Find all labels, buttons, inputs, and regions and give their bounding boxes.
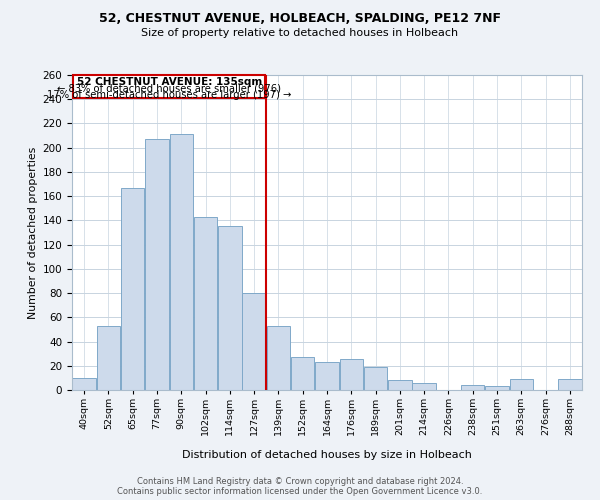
Bar [485,386,509,390]
Bar [97,326,120,390]
FancyBboxPatch shape [73,75,265,98]
Bar [364,367,388,390]
Bar [170,134,193,390]
Text: Contains public sector information licensed under the Open Government Licence v3: Contains public sector information licen… [118,486,482,496]
Bar [388,380,412,390]
Bar [558,379,581,390]
Bar [73,378,96,390]
Text: 52 CHESTNUT AVENUE: 135sqm: 52 CHESTNUT AVENUE: 135sqm [77,78,262,88]
Bar [340,358,363,390]
Bar [242,293,266,390]
Bar [509,379,533,390]
Text: Distribution of detached houses by size in Holbeach: Distribution of detached houses by size … [182,450,472,460]
Text: 17% of semi-detached houses are larger (197) →: 17% of semi-detached houses are larger (… [47,90,292,100]
Bar [266,326,290,390]
Text: Contains HM Land Registry data © Crown copyright and database right 2024.: Contains HM Land Registry data © Crown c… [137,476,463,486]
Text: 52, CHESTNUT AVENUE, HOLBEACH, SPALDING, PE12 7NF: 52, CHESTNUT AVENUE, HOLBEACH, SPALDING,… [99,12,501,26]
Bar [291,358,314,390]
Bar [315,362,339,390]
Text: Size of property relative to detached houses in Holbeach: Size of property relative to detached ho… [142,28,458,38]
Bar [461,385,484,390]
Bar [412,382,436,390]
Bar [194,217,217,390]
Y-axis label: Number of detached properties: Number of detached properties [28,146,38,318]
Bar [121,188,145,390]
Bar [218,226,242,390]
Bar [145,139,169,390]
Text: ← 83% of detached houses are smaller (976): ← 83% of detached houses are smaller (97… [57,84,281,94]
